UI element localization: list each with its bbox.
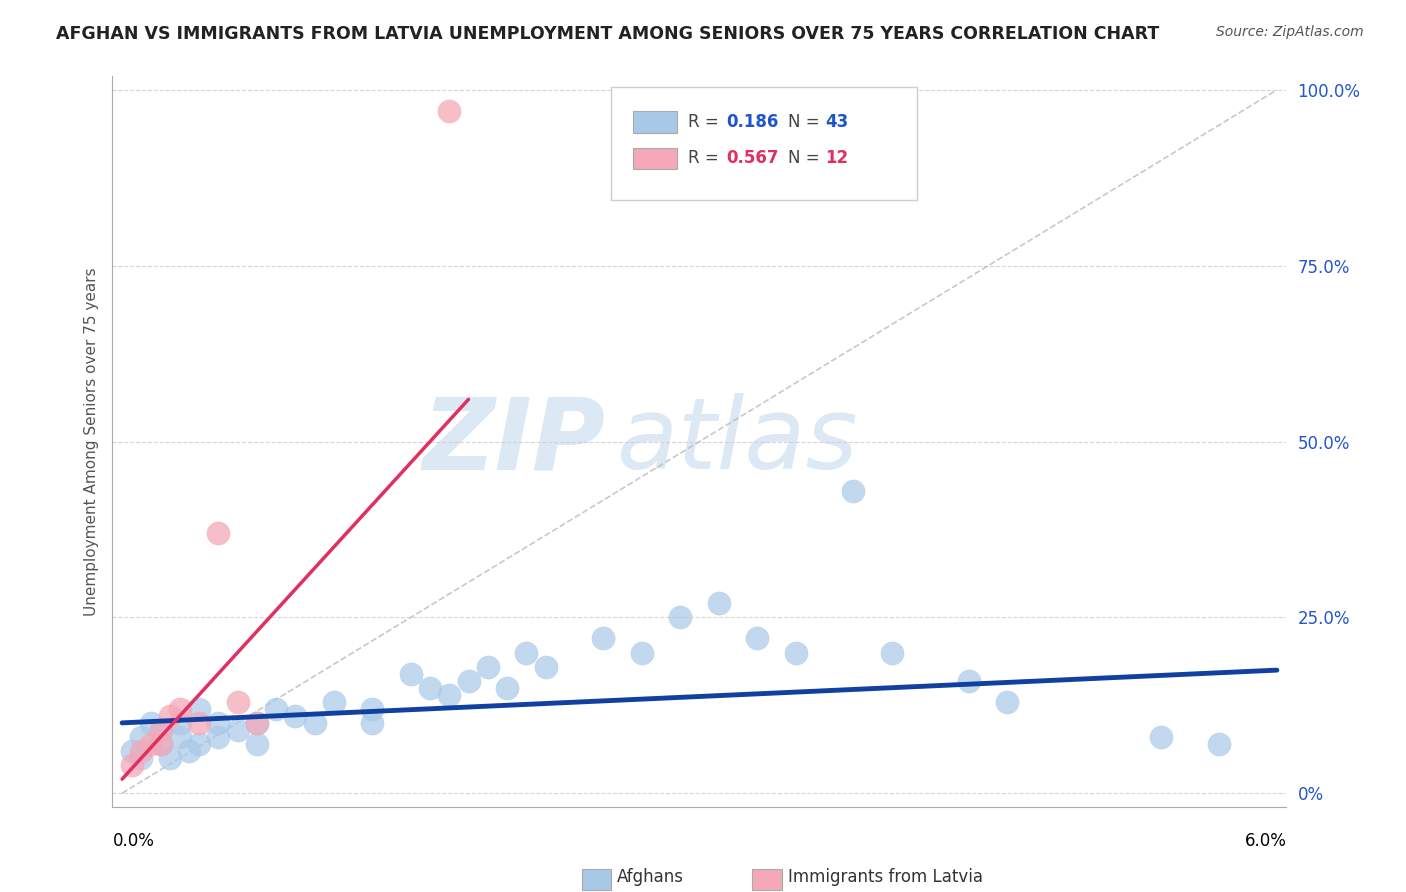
Text: Source: ZipAtlas.com: Source: ZipAtlas.com <box>1216 25 1364 39</box>
Point <box>477 659 499 673</box>
Text: Afghans: Afghans <box>617 868 685 886</box>
Point <box>207 730 229 744</box>
Text: 12: 12 <box>825 150 848 168</box>
Point <box>159 708 181 723</box>
Point <box>457 673 479 688</box>
Point <box>188 737 211 751</box>
FancyBboxPatch shape <box>612 87 917 200</box>
Point <box>169 715 191 730</box>
Point <box>188 702 211 716</box>
Point <box>496 681 519 695</box>
Point <box>149 723 172 737</box>
Point <box>419 681 441 695</box>
Text: 0.0%: 0.0% <box>112 832 155 850</box>
Point <box>226 723 249 737</box>
Text: 0.186: 0.186 <box>727 113 779 131</box>
Point <box>226 695 249 709</box>
FancyBboxPatch shape <box>633 147 678 169</box>
Text: N =: N = <box>787 150 824 168</box>
Point <box>630 646 652 660</box>
Point <box>188 715 211 730</box>
Point <box>747 632 769 646</box>
Point <box>264 702 287 716</box>
Point <box>399 666 422 681</box>
Text: ZIP: ZIP <box>423 393 606 490</box>
Point <box>159 751 181 765</box>
Point <box>515 646 537 660</box>
Point <box>169 702 191 716</box>
Point <box>131 730 153 744</box>
Text: 0.567: 0.567 <box>727 150 779 168</box>
Point <box>121 744 143 758</box>
Point <box>246 715 269 730</box>
Text: R =: R = <box>688 113 724 131</box>
Text: atlas: atlas <box>617 393 859 490</box>
Point <box>534 659 557 673</box>
Point <box>707 596 730 610</box>
Point <box>785 646 807 660</box>
Point <box>131 751 153 765</box>
Point <box>1208 737 1230 751</box>
Text: Immigrants from Latvia: Immigrants from Latvia <box>787 868 983 886</box>
Point <box>246 737 269 751</box>
Point <box>439 103 461 118</box>
FancyBboxPatch shape <box>752 870 782 890</box>
Point <box>169 730 191 744</box>
Point <box>842 483 865 498</box>
Text: 43: 43 <box>825 113 848 131</box>
Point <box>997 695 1019 709</box>
Point <box>121 758 143 772</box>
Text: AFGHAN VS IMMIGRANTS FROM LATVIA UNEMPLOYMENT AMONG SENIORS OVER 75 YEARS CORREL: AFGHAN VS IMMIGRANTS FROM LATVIA UNEMPLO… <box>56 25 1160 43</box>
Point <box>322 695 344 709</box>
Point <box>439 688 461 702</box>
Point <box>139 737 162 751</box>
Point <box>149 723 172 737</box>
FancyBboxPatch shape <box>633 111 678 133</box>
Point <box>207 715 229 730</box>
Point <box>304 715 326 730</box>
Point <box>957 673 980 688</box>
Point <box>139 715 162 730</box>
Point <box>880 646 903 660</box>
Point <box>149 737 172 751</box>
Point <box>592 632 614 646</box>
Point <box>1150 730 1173 744</box>
Point <box>246 715 269 730</box>
Point <box>149 737 172 751</box>
Text: R =: R = <box>688 150 724 168</box>
Point <box>207 526 229 541</box>
Text: 6.0%: 6.0% <box>1244 832 1286 850</box>
Point <box>179 744 201 758</box>
Point <box>669 610 692 624</box>
Text: N =: N = <box>787 113 824 131</box>
FancyBboxPatch shape <box>582 870 612 890</box>
Y-axis label: Unemployment Among Seniors over 75 years: Unemployment Among Seniors over 75 years <box>83 268 98 615</box>
Point <box>361 715 384 730</box>
Point <box>131 744 153 758</box>
Point <box>284 708 307 723</box>
Point <box>361 702 384 716</box>
